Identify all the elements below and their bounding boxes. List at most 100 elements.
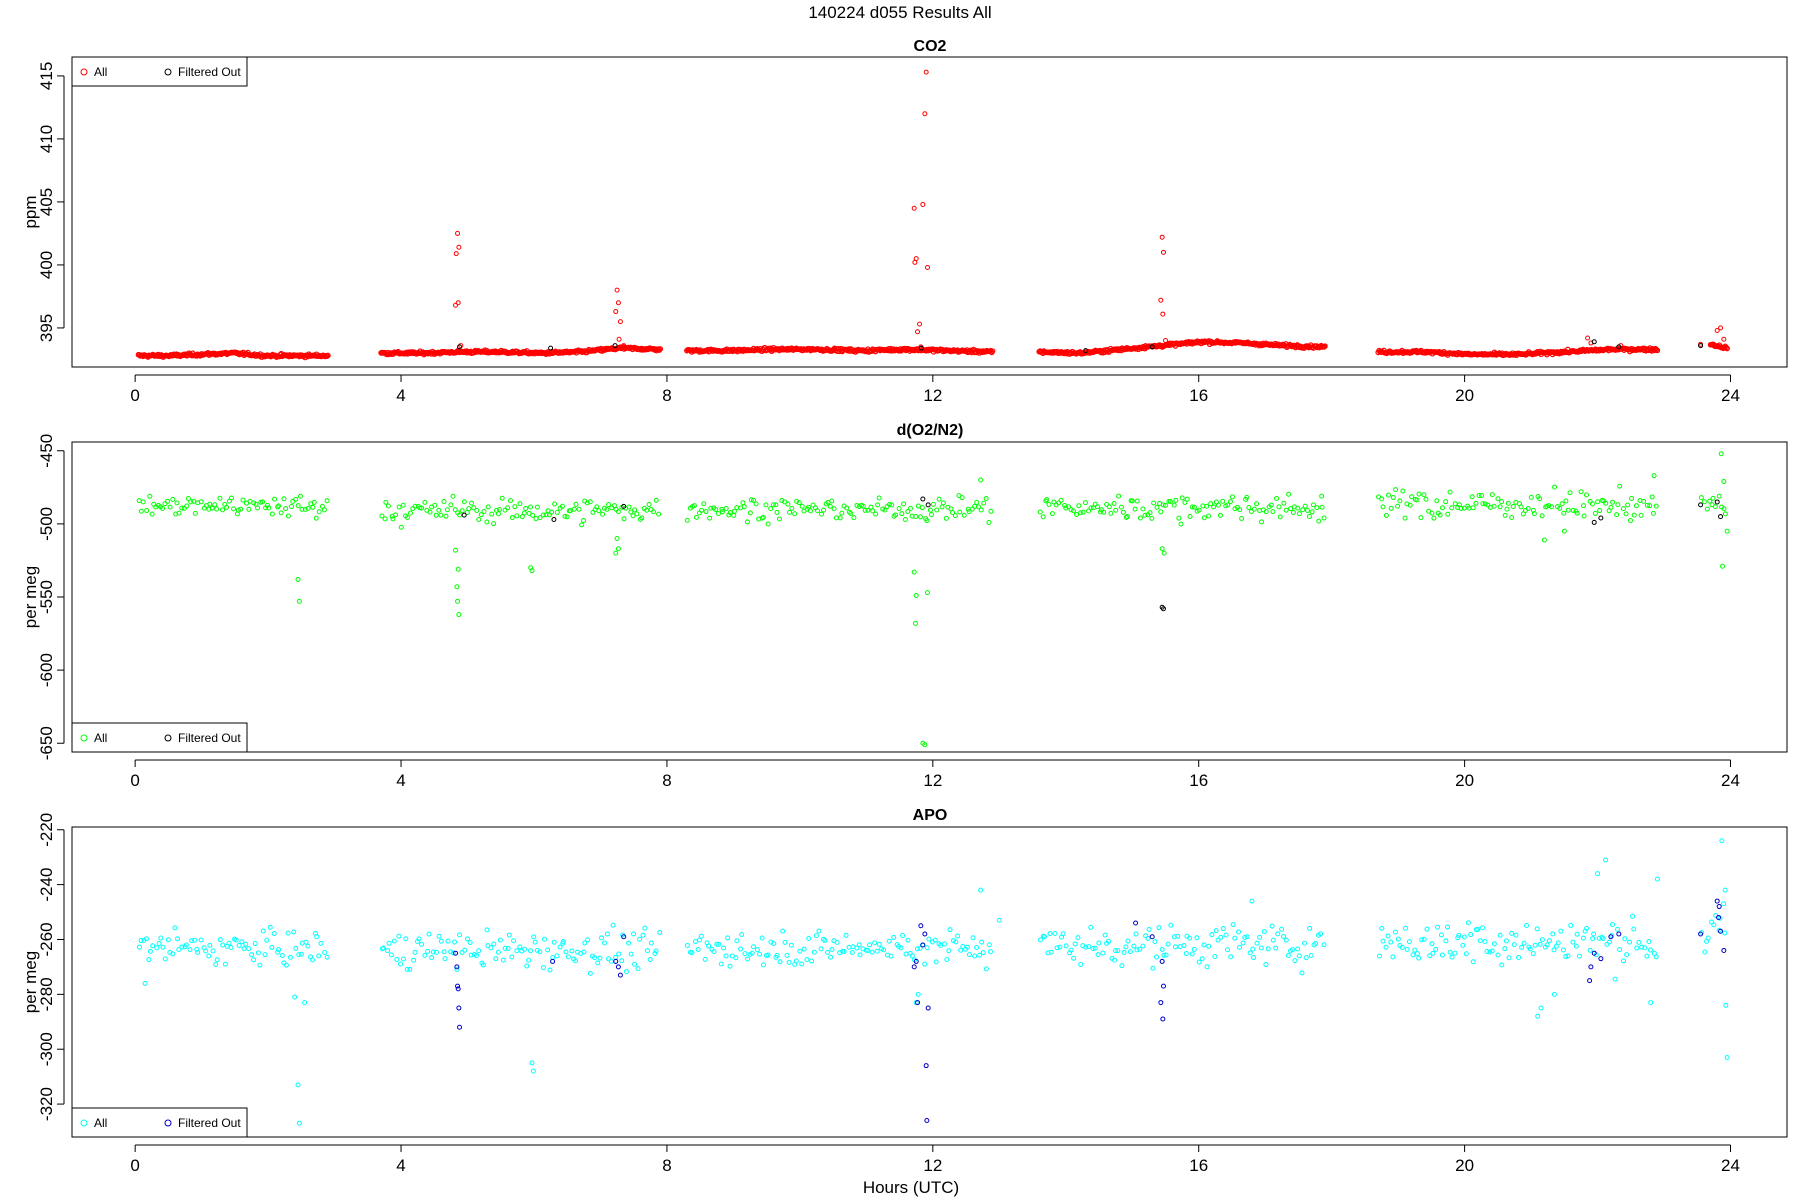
data-point-apo: [511, 938, 517, 944]
data-point-apo: [750, 944, 756, 950]
data-point-o2n2: [1187, 514, 1193, 520]
data-point-o2n2: [1559, 501, 1565, 507]
y-tick-label-o2n2: -550: [37, 580, 56, 614]
data-point-o2n2: [1581, 513, 1587, 519]
data-point-apo: [1175, 933, 1181, 939]
data-point-apo: [1433, 946, 1439, 952]
y-tick-label-apo: -220: [37, 813, 56, 847]
data-point-o2n2: [1647, 503, 1653, 509]
data-point-o2n2: [220, 507, 226, 513]
data-point-apo: [1086, 944, 1092, 950]
data-point-apo: [426, 931, 432, 937]
data-point-o2n2: [1270, 509, 1276, 515]
data-point-o2n2: [1113, 507, 1119, 513]
data-point-apo: [1544, 942, 1550, 948]
data-point-o2n2: [765, 521, 771, 527]
data-point-apo: [1307, 925, 1313, 931]
data-point-apo: [1308, 952, 1314, 958]
data-point-o2n2: [552, 501, 558, 507]
data-point-apo: [198, 937, 204, 943]
data-point-o2n2: [715, 510, 721, 516]
data-point-co2: [458, 343, 464, 349]
data-point-o2n2: [865, 507, 871, 513]
x-tick-label-co2: 4: [396, 386, 405, 405]
data-point-o2n2: [875, 502, 881, 508]
data-point-apo: [407, 966, 413, 972]
filtered-point-o2n2: [1698, 502, 1704, 508]
data-point-apo: [436, 933, 442, 939]
data-point-o2n2: [600, 511, 606, 517]
panel-title-o2n2: d(O2/N2): [897, 422, 964, 439]
data-point-o2n2: [443, 513, 449, 519]
data-point-apo: [1615, 926, 1621, 932]
data-point-co2: [1585, 335, 1591, 341]
data-point-apo: [846, 944, 852, 950]
filtered-point-co2: [548, 345, 554, 351]
data-point-o2n2: [412, 503, 418, 509]
data-point-apo: [834, 939, 840, 945]
y-tick-label-co2: 405: [37, 188, 56, 216]
data-point-apo: [252, 941, 258, 947]
data-point-o2n2: [1225, 502, 1231, 508]
data-point-apo: [1470, 959, 1476, 965]
data-point-o2n2: [176, 510, 182, 516]
x-axis-co2: 0 4 8 12 16 20 24: [130, 374, 1740, 405]
data-point-apo: [505, 946, 511, 952]
data-point-o2n2: [1065, 504, 1071, 510]
data-point-apo: [1228, 954, 1234, 960]
data-point-apo: [1412, 947, 1418, 953]
data-point-o2n2: [902, 517, 908, 523]
data-point-o2n2: [1283, 507, 1289, 513]
data-point-o2n2: [934, 507, 940, 513]
data-point-apo: [1722, 930, 1728, 936]
data-point-apo: [1150, 965, 1156, 971]
x-axis-label: Hours (UTC): [863, 1178, 959, 1197]
data-point-apo: [1600, 936, 1606, 942]
filtered-point-apo: [1587, 978, 1593, 984]
data-point-o2n2: [1244, 494, 1250, 500]
data-point-o2n2: [321, 507, 327, 513]
data-point-o2n2: [1418, 515, 1424, 521]
data-point-apo: [452, 939, 458, 945]
data-point-o2n2: [889, 502, 895, 508]
x-axis-apo: 0 4 8 12 16 20 24: [130, 1144, 1740, 1175]
data-point-apo: [291, 929, 297, 935]
filtered-point-co2: [457, 344, 463, 350]
data-point-apo: [275, 949, 281, 955]
data-point-apo: [809, 958, 815, 964]
data-point-o2n2: [596, 508, 602, 514]
data-point-o2n2: [1641, 498, 1647, 504]
data-point-apo: [217, 937, 223, 943]
data-point-apo: [1321, 942, 1327, 948]
data-point-apo: [557, 944, 563, 950]
data-point-apo: [1068, 947, 1074, 953]
y-axis-label-apo: per meg: [21, 951, 40, 1013]
data-point-apo: [1560, 947, 1566, 953]
data-point-apo: [213, 962, 219, 968]
data-point-apo: [759, 935, 765, 941]
data-point-apo: [1519, 944, 1525, 950]
data-point-apo: [1218, 934, 1224, 940]
data-point-apo: [1550, 931, 1556, 937]
data-point-apo: [1047, 931, 1053, 937]
data-point-apo: [727, 963, 733, 969]
data-point-o2n2: [240, 497, 246, 503]
data-point-o2n2: [770, 502, 776, 508]
data-point-apo: [398, 961, 404, 967]
data-point-o2n2: [753, 501, 759, 507]
data-point-o2n2: [594, 504, 600, 510]
data-point-apo: [279, 953, 285, 959]
data-point-co2: [1718, 325, 1724, 331]
data-point-apo: [915, 991, 921, 997]
data-point-o2n2: [396, 504, 402, 510]
data-point-o2n2: [1176, 515, 1182, 521]
data-point-o2n2: [289, 503, 295, 509]
data-point-o2n2: [1651, 473, 1657, 479]
data-point-o2n2: [581, 517, 587, 523]
data-point-apo: [619, 958, 625, 964]
data-point-apo: [1416, 955, 1422, 961]
panel-apo: APO per meg 0 4 8 12 16 20 24 -220 -240 -260 -280…: [21, 807, 1788, 1175]
y-axis-co2: 395 400 405 410 415: [37, 62, 65, 342]
data-point-apo: [777, 959, 783, 965]
data-point-apo: [972, 953, 978, 959]
